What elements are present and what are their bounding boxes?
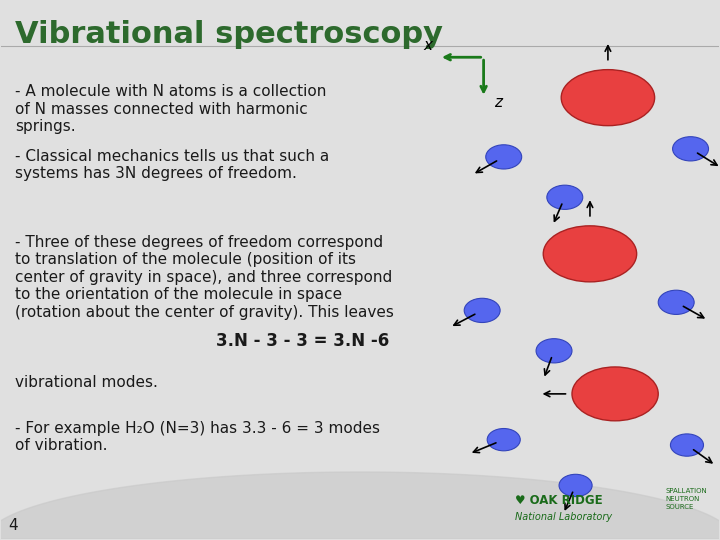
Text: - Classical mechanics tells us that such a
systems has 3N degrees of freedom.: - Classical mechanics tells us that such…	[15, 149, 329, 181]
Ellipse shape	[544, 226, 636, 282]
Text: - Three of these degrees of freedom correspond
to translation of the molecule (p: - Three of these degrees of freedom corr…	[15, 235, 394, 320]
Ellipse shape	[486, 145, 522, 169]
Text: Vibrational spectroscopy: Vibrational spectroscopy	[15, 19, 443, 49]
Text: - A molecule with N atoms is a collection
of N masses connected with harmonic
sp: - A molecule with N atoms is a collectio…	[15, 84, 326, 134]
Ellipse shape	[658, 290, 694, 314]
Text: ♥ OAK RIDGE: ♥ OAK RIDGE	[515, 494, 602, 507]
Text: z: z	[495, 95, 503, 110]
Ellipse shape	[546, 185, 582, 210]
Ellipse shape	[487, 429, 521, 451]
Text: National Laboratory: National Laboratory	[515, 512, 611, 522]
Text: x: x	[424, 38, 433, 53]
Text: 3.N - 3 - 3 = 3.N -6: 3.N - 3 - 3 = 3.N -6	[216, 332, 390, 350]
Text: - For example H₂O (N=3) has 3.3 - 6 = 3 modes
of vibration.: - For example H₂O (N=3) has 3.3 - 6 = 3 …	[15, 421, 380, 453]
Text: 4: 4	[8, 518, 17, 533]
Ellipse shape	[672, 137, 708, 161]
Ellipse shape	[572, 367, 658, 421]
Ellipse shape	[561, 70, 654, 126]
Ellipse shape	[464, 298, 500, 322]
Ellipse shape	[536, 339, 572, 363]
Text: SPALLATION
NEUTRON
SOURCE: SPALLATION NEUTRON SOURCE	[665, 488, 707, 510]
Ellipse shape	[559, 474, 592, 497]
Text: vibrational modes.: vibrational modes.	[15, 375, 158, 390]
Ellipse shape	[670, 434, 703, 456]
